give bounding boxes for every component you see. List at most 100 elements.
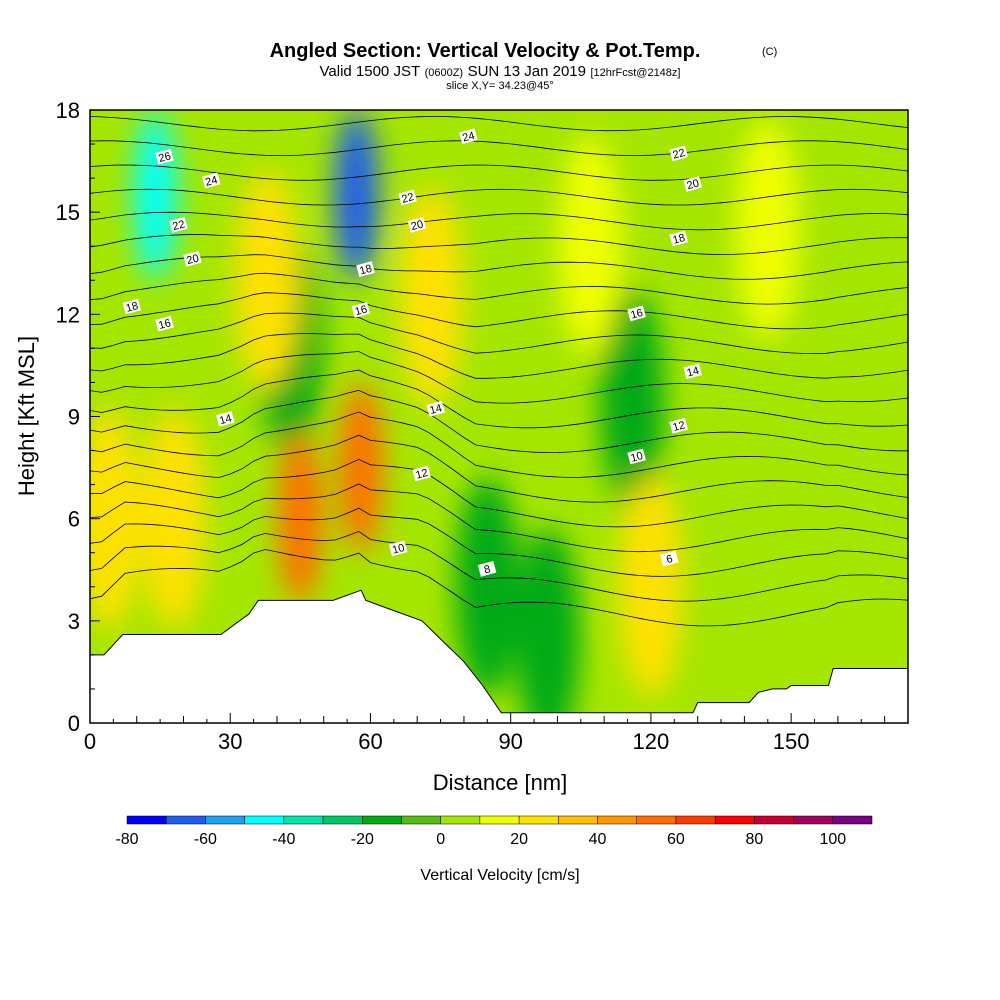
chart-title: Angled Section: Vertical Velocity & Pot.… [270,40,701,62]
updraft-core-11 [399,187,464,408]
contour-label-4: 12 [412,465,431,482]
isentrope-line-12 [90,292,908,330]
updraft-core-12 [558,136,623,357]
contour-label-23: 26 [155,148,174,165]
y-axis-label: Height [Kft MSL] [14,336,39,496]
colorbar-swatch [205,815,245,825]
contour-label-text: 20 [185,252,200,267]
terrain [90,589,908,723]
contour-label-1: 6 [660,550,679,567]
contour-label-text: 22 [171,218,186,233]
y-tick-label-15: 15 [56,200,80,225]
isentrope-line-8 [90,369,908,429]
colorbar-swatch [793,815,834,825]
colorbar-swatch [754,815,794,825]
isentrope-line-7 [90,389,908,454]
isentrope-line-3 [90,483,908,553]
contour-label-text: 16 [629,307,644,322]
contour-label-11: 16 [627,305,646,322]
contour-label-text: 22 [672,147,687,162]
contour-label-0: 8 [477,560,497,577]
contour-label-13: 18 [356,261,375,278]
colorbar-swatch [362,815,402,825]
colorbar-tick--20: -20 [351,831,374,848]
valid-date: SUN 13 Jan 2019 [468,63,586,80]
colorbar-swatch [283,815,324,825]
isentrope-line-4 [90,458,908,528]
y-tick-label-18: 18 [56,98,80,123]
contour-label-21: 24 [201,172,221,189]
contour-label-text: 24 [204,174,219,189]
contour-label-18: 22 [169,216,188,233]
isentrope-line-18 [90,164,908,181]
y-axis: 0 3 6 9 12 15 18 [56,98,100,736]
contour-label-text: 26 [157,150,172,165]
colorbar-tick-100: 100 [819,831,846,848]
isentrope-line-19 [90,140,908,156]
downdraft-core-3 [600,289,665,510]
x-tick-label-30: 30 [218,729,242,754]
colorbar-swatch [322,815,363,825]
x-tick-label-120: 120 [633,729,670,754]
isentrope-line-17 [90,188,908,206]
updraft-core-14 [618,476,683,697]
contour-label-2: 10 [388,540,408,557]
colorbar-swatch [675,815,716,825]
updraft-core-8 [235,170,300,391]
x-axis-label: Distance [nm] [433,770,568,795]
contour-label-text: 14 [686,365,701,380]
updraft-core-7 [278,433,323,604]
contour-label-text: 18 [358,263,373,278]
colorbar-tick-0: 0 [436,831,445,848]
contour-label-3: 10 [627,448,646,465]
pot-temp-contours [90,116,908,627]
y-tick-label-6: 6 [68,507,80,532]
updraft-core-9 [90,408,141,629]
contour-label-17: 20 [683,176,703,193]
contour-label-text: 18 [125,300,140,315]
contour-label-9: 16 [155,315,174,332]
contour-label-6: 14 [216,411,235,427]
contour-label-10: 16 [351,302,371,319]
copyright-mark: (C) [762,46,777,58]
colorbar-swatch [558,815,598,825]
contour-label-12: 18 [122,298,142,315]
x-axis: 0 30 60 90 120 150 [84,713,909,754]
x-tick-label-0: 0 [84,729,96,754]
colorbar-label: Vertical Velocity [cm/s] [420,867,579,884]
valid-line: Valid 1500 JST (0600Z) SUN 13 Jan 2019 [… [320,63,681,80]
isentrope-line-6 [90,411,908,478]
colorbar-swatch [518,815,559,825]
y-tick-label-0: 0 [68,711,80,736]
colorbar-swatch [597,815,637,825]
colorbar-tick-40: 40 [589,831,607,848]
colorbar-swatch [165,815,206,825]
contour-label-text: 12 [414,467,429,482]
contour-label-text: 6 [665,553,674,566]
y-tick-label-3: 3 [68,609,80,634]
contour-label-text: 24 [461,130,476,145]
isentrope-line-2 [90,507,908,577]
isentrope-line-16 [90,211,908,231]
colorbar-tick-20: 20 [510,831,528,848]
colorbar-swatch [126,815,167,825]
colorbar-swatch [714,815,755,825]
isentrope-line-15 [90,234,908,256]
isentrope-line-5 [90,434,908,503]
plot-area: 8 6 10 10 12 12 14 14 14 16 16 16 18 18 18 20 20 20 22 22 22… [90,110,908,723]
colorbar [126,815,873,825]
contour-label-text: 8 [483,563,492,576]
y-tick-label-12: 12 [56,302,80,327]
colorbar-tick-80: 80 [746,831,764,848]
contour-label-5: 12 [669,417,689,434]
colorbar-swatch [244,815,285,825]
contour-label-14: 18 [669,230,689,247]
valid-utc: (0600Z) [425,67,464,79]
colorbar-tick--60: -60 [194,831,217,848]
velocity-field [90,110,800,723]
contour-label-text: 16 [354,304,369,319]
colorbar-swatch [479,815,520,825]
contour-label-text: 20 [686,178,701,193]
colorbar-tick--80: -80 [115,831,138,848]
